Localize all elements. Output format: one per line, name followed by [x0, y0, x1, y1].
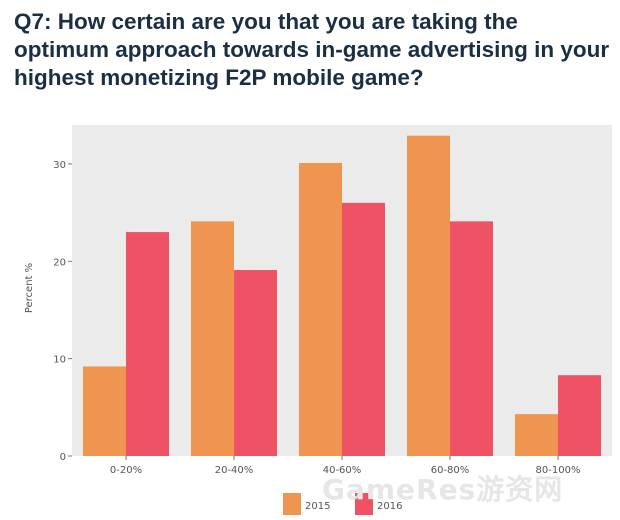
- bars: [83, 135, 601, 457]
- bar-2015-20-40%: [191, 221, 234, 456]
- y-axis-label: Percent %: [24, 263, 35, 313]
- legend-label: 2015: [305, 501, 330, 512]
- legend: 2015 2016: [283, 493, 402, 515]
- x-tick-label: 40-60%: [323, 465, 362, 476]
- bar-2015-0-20%: [83, 366, 126, 456]
- x-tick-label: 60-80%: [431, 465, 470, 476]
- y-tick-label: 30: [53, 160, 66, 171]
- bar-2015-60-80%: [407, 135, 450, 457]
- bar-2016-40-60%: [342, 202, 385, 456]
- x-tick-label: 20-40%: [215, 465, 254, 476]
- x-axis: 0-20% 20-40% 40-60% 60-80% 80-100%: [110, 456, 581, 476]
- bar-2016-20-40%: [234, 270, 277, 456]
- y-tick-label: 20: [53, 257, 66, 268]
- chart-title: Q7: How certain are you that you are tak…: [14, 9, 610, 90]
- x-tick-label: 80-100%: [536, 465, 581, 476]
- x-tick-label: 0-20%: [110, 465, 142, 476]
- legend-swatch-2016: [355, 493, 373, 515]
- bar-2016-80-100%: [558, 375, 601, 456]
- y-tick-label: 0: [60, 452, 66, 463]
- y-tick-label: 10: [53, 355, 66, 366]
- legend-label: 2016: [377, 501, 402, 512]
- y-axis: 0 10 20 30: [53, 160, 72, 463]
- bar-2015-40-60%: [299, 162, 342, 456]
- bar-2016-0-20%: [126, 232, 169, 456]
- legend-swatch-2015: [283, 493, 301, 515]
- bar-2015-80-100%: [515, 414, 558, 456]
- bar-2016-60-80%: [450, 221, 493, 456]
